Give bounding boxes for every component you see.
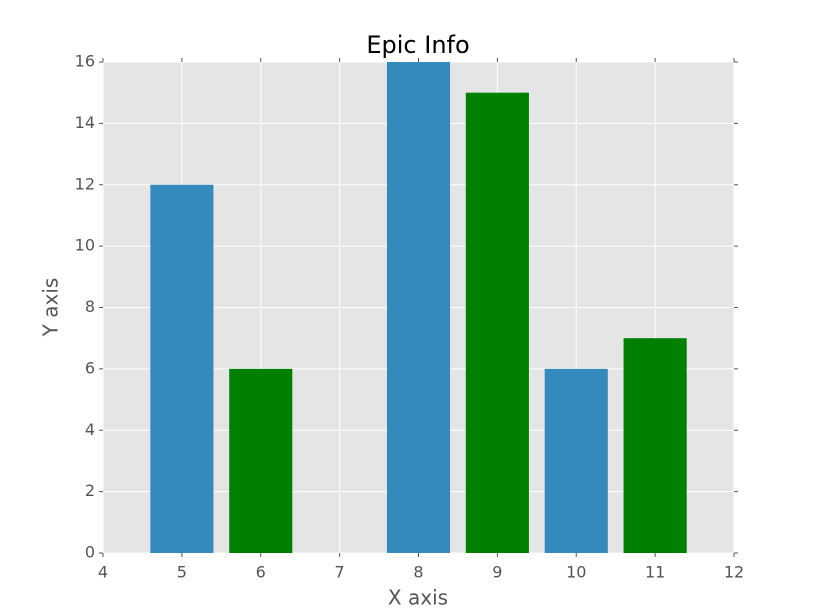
y-axis-label: Y axis — [39, 278, 63, 338]
x-tick-label: 5 — [177, 563, 187, 582]
x-tick-label: 7 — [335, 563, 345, 582]
x-tick-label: 10 — [566, 563, 586, 582]
x-tick-label: 8 — [413, 563, 423, 582]
bar — [623, 338, 687, 553]
x-tick-label: 12 — [724, 563, 744, 582]
chart-title: Epic Info — [366, 31, 469, 59]
bar — [465, 92, 529, 553]
y-tick-label: 4 — [85, 420, 95, 439]
y-tick-label: 6 — [85, 358, 95, 377]
x-axis-label: X axis — [388, 586, 448, 610]
x-tick-label: 6 — [256, 563, 266, 582]
bar — [544, 368, 608, 553]
x-tick-label: 9 — [492, 563, 502, 582]
y-tick-label: 12 — [75, 174, 95, 193]
y-tick-label: 0 — [85, 543, 95, 562]
x-tick-label: 11 — [645, 563, 665, 582]
y-tick-label: 14 — [75, 113, 95, 132]
bar — [229, 368, 293, 553]
bar — [150, 184, 214, 553]
y-tick-label: 8 — [85, 297, 95, 316]
bar — [386, 62, 451, 553]
y-tick-label: 16 — [75, 52, 95, 71]
x-tick-label: 4 — [98, 563, 108, 582]
y-tick-label: 10 — [75, 236, 95, 255]
y-tick-label: 2 — [85, 481, 95, 500]
